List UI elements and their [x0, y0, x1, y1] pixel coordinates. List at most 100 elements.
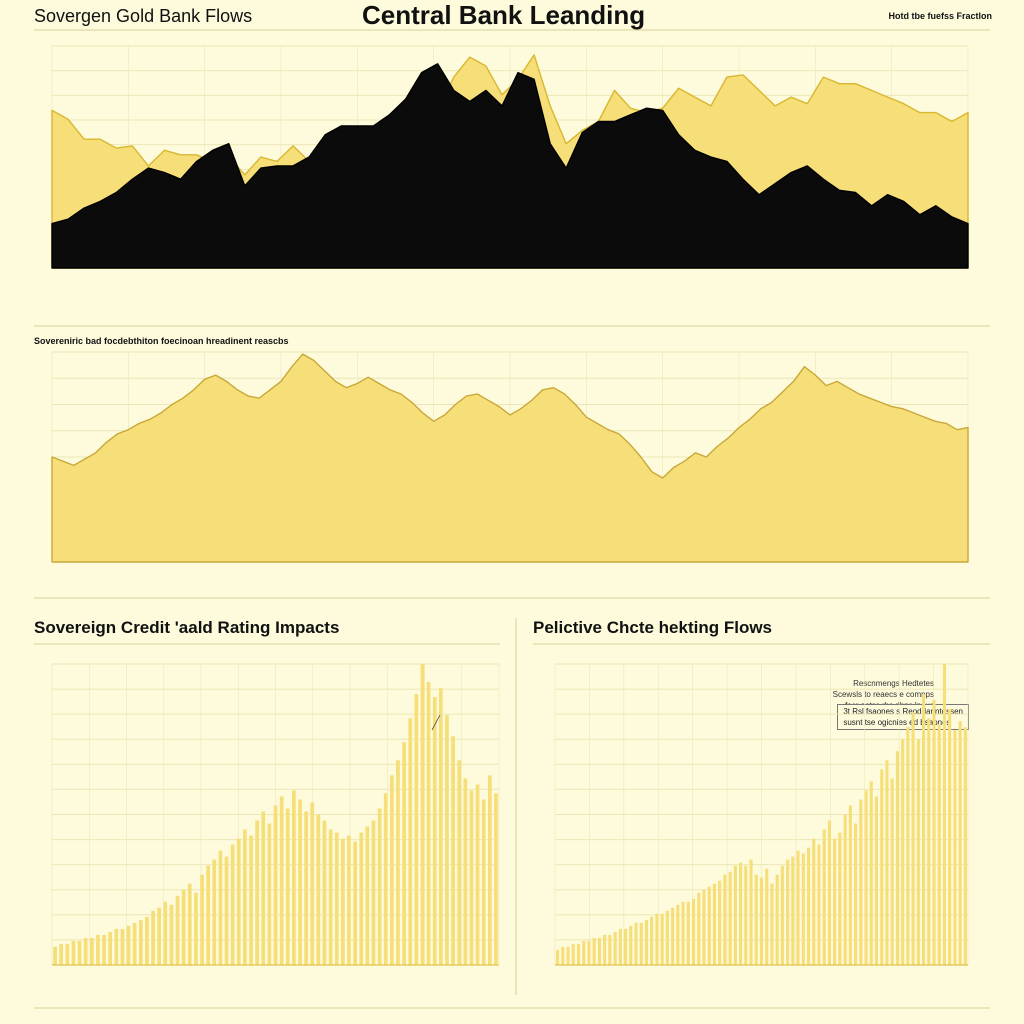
panel3-bar — [145, 916, 149, 965]
header-note: Hotd tbe fuefss Fractlon — [888, 11, 992, 21]
panel3-bar — [347, 835, 351, 965]
panel4-bar — [629, 925, 633, 965]
panel3-bar — [151, 910, 155, 965]
panel3-bar — [132, 922, 137, 965]
panel3-bar — [279, 796, 284, 965]
panel3-bar — [432, 697, 437, 965]
panel3-bar — [77, 940, 82, 965]
panel3-bar — [126, 925, 131, 965]
panel4-bar — [618, 928, 622, 965]
panel3-bar — [157, 907, 161, 965]
panel4-annotation: 3t Rsl fsaones s Reoddanntossen susnt ts… — [837, 704, 969, 730]
panel4-bar — [749, 859, 753, 965]
panel3-bar — [267, 823, 272, 965]
panel3-bar — [383, 793, 388, 965]
panel4-bar — [890, 778, 894, 965]
panel4-bar — [613, 931, 617, 965]
panel3-bar — [292, 790, 296, 965]
panel4-bar — [759, 877, 763, 965]
panel3-bar — [488, 775, 492, 965]
panel2-title: Sovereniric bad focdebthiton foecinoan h… — [34, 336, 289, 346]
panel3-bar — [249, 835, 253, 965]
panel4-bar — [859, 799, 863, 966]
panel4-bar — [634, 922, 638, 965]
panel4-bar — [556, 950, 560, 966]
panel4-bar — [733, 865, 737, 965]
panel3-bar — [377, 808, 382, 965]
panel3-annotation-line: Scewsls to reaecs e comnps — [832, 690, 934, 699]
panel3-bar — [273, 805, 278, 965]
panel1-dark-area — [51, 63, 969, 269]
panel3-bar — [402, 742, 406, 965]
panel3-bar — [236, 838, 241, 965]
panel1-title: Sovergen Gold Bank Flows — [34, 6, 253, 26]
panel4-bar — [770, 883, 774, 965]
panel3-bar — [365, 826, 370, 965]
panel3-bar — [224, 856, 229, 965]
panel4-bar — [681, 901, 685, 965]
panel3-bar — [463, 778, 468, 965]
panel3-bar — [371, 820, 376, 965]
panel3-bar — [396, 760, 400, 965]
panel4-bar — [801, 853, 805, 965]
panel4-bar — [765, 868, 769, 965]
panel3-bar — [426, 682, 431, 965]
panel4-bar — [948, 709, 952, 965]
panel4-bar — [702, 889, 706, 966]
panel4-bar — [655, 913, 659, 965]
panel4-bar — [932, 700, 936, 965]
panel3-bar — [408, 718, 413, 965]
panel4-bar — [660, 913, 664, 965]
panel3-bar — [457, 760, 462, 965]
panel3-bar — [90, 937, 94, 965]
panel4-bar — [880, 769, 884, 966]
panel3-bar — [261, 811, 266, 965]
panel3-bar — [414, 694, 419, 965]
panel4-bar — [697, 892, 701, 965]
panel3-bar — [304, 811, 308, 965]
panel4-bar — [650, 916, 654, 965]
panel3-bar — [53, 946, 57, 965]
panel3-bar — [200, 874, 204, 965]
panel4-bar — [812, 838, 816, 965]
panel3-bar — [445, 715, 449, 965]
panel4-bar — [869, 781, 873, 965]
panel3-bar — [163, 901, 168, 965]
panel3-bar — [353, 841, 357, 965]
panel4-bar — [624, 928, 628, 965]
panel4-bar — [597, 937, 601, 965]
panel4-bar — [937, 724, 941, 965]
panel4-bar — [885, 760, 889, 965]
panel4-bar — [791, 856, 795, 965]
panel4-bar — [786, 859, 790, 965]
panel4-bar — [592, 937, 596, 965]
panel3-bar — [96, 934, 100, 965]
panel4-bar — [644, 919, 648, 965]
panel3-bar — [187, 883, 192, 965]
panel4-bar — [911, 712, 915, 965]
panel2-gold-area — [51, 353, 969, 563]
panel3-bar — [120, 928, 125, 965]
panel3-bar — [83, 937, 88, 965]
panel4-bar — [958, 721, 962, 965]
panel3-bar — [181, 889, 186, 966]
panel3-bar — [255, 820, 259, 965]
panel3-bar — [212, 859, 217, 965]
panel3-bar — [59, 943, 63, 965]
panel3-bar — [206, 865, 210, 965]
panel3-bar — [494, 793, 498, 965]
panel3-bar — [316, 814, 321, 965]
panel3-title: Sovereign Credit 'aald Rating Impacts — [34, 618, 340, 637]
panel4-bar — [780, 865, 784, 965]
panel3-annotation-pointer — [431, 714, 441, 731]
panel4-bar — [577, 943, 581, 965]
panel3-bar — [359, 832, 364, 965]
panel4-bar — [723, 874, 727, 965]
panel4-bar — [843, 814, 847, 965]
panel4-bar — [571, 943, 575, 965]
panel3-bar — [390, 775, 394, 965]
panel4-bar — [854, 823, 858, 965]
panel3-bar — [102, 934, 106, 965]
panel4-bar — [728, 871, 732, 965]
panel3-bar — [285, 808, 290, 965]
